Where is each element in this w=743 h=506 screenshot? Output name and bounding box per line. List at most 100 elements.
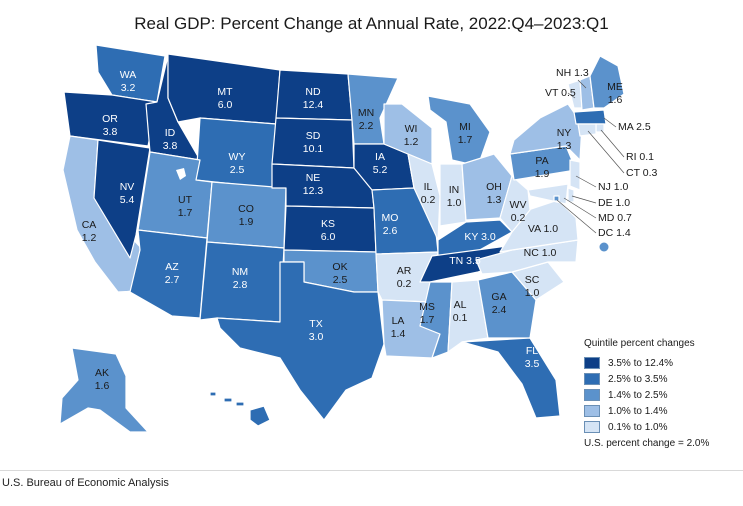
legend-title: Quintile percent changes <box>584 338 695 349</box>
state-value-ut: 1.7 <box>178 207 193 219</box>
state-value-ms: 1.7 <box>420 314 435 326</box>
state-label-dc: DC 1.4 <box>598 227 631 239</box>
source-note: U.S. Bureau of Economic Analysis <box>2 477 169 489</box>
state-label-nj: NJ 1.0 <box>598 181 629 193</box>
state-va <box>499 199 579 253</box>
state-label-ar: AR <box>397 265 412 277</box>
state-label-sc: SC <box>525 274 540 286</box>
state-label-tn: TN 3.5 <box>449 255 481 267</box>
dc-marker <box>599 242 609 252</box>
legend-label: 1.0% to 1.4% <box>608 405 668 417</box>
state-label-in: IN <box>449 184 460 196</box>
legend-item-q2: 2.5% to 3.5% <box>584 371 734 387</box>
us-percent-change: U.S. percent change = 2.0% <box>584 438 710 449</box>
state-fl <box>461 337 561 419</box>
state-label-id: ID <box>165 127 176 139</box>
state-label-sd: SD <box>306 130 321 142</box>
state-value-mn: 2.2 <box>359 120 374 132</box>
leader-line-ri <box>600 129 625 158</box>
state-label-mt: MT <box>217 86 233 98</box>
leader-line-vt <box>567 92 576 99</box>
state-label-ok: OK <box>332 261 347 273</box>
state-ny <box>509 103 583 161</box>
state-label-nh: NH 1.3 <box>556 67 589 79</box>
state-label-wa: WA <box>120 69 137 81</box>
footer-divider <box>0 470 743 471</box>
state-value-hi: 3.2 <box>211 424 226 436</box>
state-label-ky: KY 3.0 <box>464 231 495 243</box>
state-value-ok: 2.5 <box>333 274 348 286</box>
state-nv <box>93 139 151 259</box>
state-value-az: 2.7 <box>165 274 180 286</box>
state-ak <box>59 347 149 433</box>
state-dc <box>553 195 560 202</box>
state-value-pa: 1.9 <box>535 168 550 180</box>
state-label-or: OR <box>102 113 118 125</box>
legend-swatch <box>584 373 600 385</box>
state-label-va: VA 1.0 <box>528 223 558 235</box>
state-ri <box>595 123 605 133</box>
state-value-tx: 3.0 <box>309 331 324 343</box>
state-label-il: IL <box>424 181 433 193</box>
state-label-fl: FL <box>526 345 538 357</box>
state-value-oh: 1.3 <box>487 194 502 206</box>
leader-line-ct <box>587 130 625 174</box>
state-value-sd: 10.1 <box>303 143 324 155</box>
state-value-ca: 1.2 <box>82 232 97 244</box>
state-label-az: AZ <box>165 261 179 273</box>
state-label-ri: RI 0.1 <box>626 151 654 163</box>
state-me <box>589 55 625 109</box>
page-title: Real GDP: Percent Change at Annual Rate,… <box>134 14 609 33</box>
state-value-me: 1.6 <box>608 94 623 106</box>
legend-label: 1.4% to 2.5% <box>608 389 668 401</box>
state-label-ut: UT <box>178 194 193 206</box>
state-value-al: 0.1 <box>453 312 468 324</box>
legend-swatch <box>584 421 600 433</box>
state-value-ny: 1.3 <box>557 140 572 152</box>
state-value-il: 0.2 <box>421 194 436 206</box>
legend-swatch <box>584 357 600 369</box>
state-value-wa: 3.2 <box>121 82 136 94</box>
state-in <box>439 163 467 227</box>
state-label-md: MD 0.7 <box>598 212 632 224</box>
leader-line-ma <box>603 117 617 128</box>
state-label-oh: OH <box>486 181 502 193</box>
state-hi <box>209 391 271 427</box>
state-value-wi: 1.2 <box>404 136 419 148</box>
state-value-mo: 2.6 <box>383 225 398 237</box>
state-label-ga: GA <box>491 291 506 303</box>
state-value-wv: 0.2 <box>511 212 526 224</box>
state-value-in: 1.0 <box>447 197 462 209</box>
leader-line-dc <box>556 199 597 234</box>
state-label-de: DE 1.0 <box>598 197 630 209</box>
legend-label: 2.5% to 3.5% <box>608 373 668 385</box>
state-label-la: LA <box>392 315 405 327</box>
state-value-nv: 5.4 <box>120 194 135 206</box>
state-nj <box>569 159 581 191</box>
leader-line-de <box>571 195 597 204</box>
state-label-ca: CA <box>82 219 97 231</box>
state-value-ne: 12.3 <box>303 185 324 197</box>
state-value-nm: 2.8 <box>233 279 248 291</box>
state-label-mn: MN <box>358 107 374 119</box>
leader-line-nh <box>577 79 587 89</box>
state-il <box>407 153 441 241</box>
state-label-nm: NM <box>232 266 248 278</box>
state-value-id: 3.8 <box>163 140 178 152</box>
state-label-ny: NY <box>557 127 572 139</box>
state-al <box>447 279 489 353</box>
state-label-wv: WV <box>510 199 527 211</box>
state-label-ks: KS <box>321 218 335 230</box>
lake-shape <box>176 168 186 180</box>
state-co <box>206 181 287 249</box>
state-label-wi: WI <box>405 123 418 135</box>
state-value-ak: 1.6 <box>95 380 110 392</box>
state-label-mi: MI <box>459 121 471 133</box>
state-value-fl: 3.5 <box>525 358 540 370</box>
legend-swatch <box>584 405 600 417</box>
state-md <box>527 183 569 205</box>
legend: Quintile percent changes 3.5% to 12.4% 2… <box>584 338 734 449</box>
state-label-mo: MO <box>382 212 399 224</box>
legend-swatch <box>584 389 600 401</box>
state-label-me: ME <box>607 81 623 93</box>
